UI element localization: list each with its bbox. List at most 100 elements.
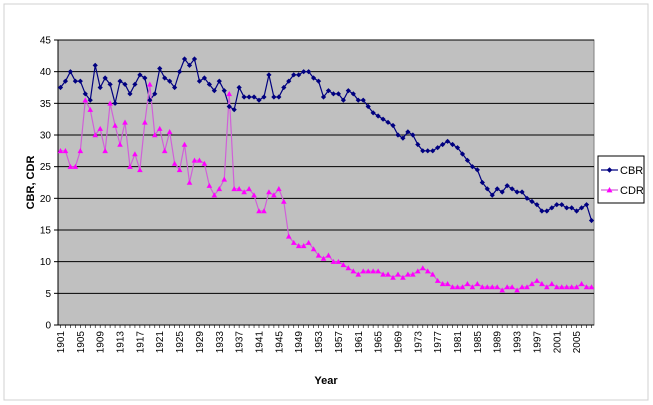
x-axis-tick-labels: 1901 1905 1909 1913 1917 1921 1925 1929 1933 1937…: [56, 331, 583, 354]
data-point-cbr: [415, 141, 421, 148]
data-point-cbr: [87, 97, 93, 103]
data-point-cbr: [499, 189, 505, 195]
data-point-cdr: [494, 284, 501, 290]
data-point-cbr: [186, 62, 193, 68]
data-point-cdr: [181, 141, 188, 147]
y-tick-label: 40: [40, 67, 52, 78]
data-point-cbr: [97, 84, 103, 91]
data-point-cbr: [410, 132, 416, 138]
y-tick-label: 20: [40, 194, 52, 205]
data-point-cdr: [112, 122, 118, 128]
y-tick-label: 35: [40, 99, 52, 110]
data-point-cbr: [157, 65, 163, 72]
data-point-cbr: [509, 186, 515, 192]
data-point-cbr: [286, 78, 292, 84]
data-point-cbr: [459, 151, 466, 157]
data-point-cbr: [454, 145, 461, 151]
data-point-cdr: [553, 284, 560, 290]
data-point-cbr: [479, 179, 485, 186]
data-point-cdr: [107, 100, 113, 106]
data-point-cbr: [167, 78, 173, 84]
x-tick-label: 1961: [354, 331, 365, 354]
data-point-cbr: [152, 91, 158, 97]
data-point-cdr: [360, 268, 367, 274]
data-point-cbr: [107, 81, 113, 87]
data-point-cdr: [211, 192, 218, 198]
data-point-cdr: [142, 119, 148, 125]
data-point-cdr: [385, 271, 391, 277]
data-point-cbr: [519, 189, 525, 195]
data-point-cdr: [449, 284, 456, 290]
data-point-cdr: [469, 284, 476, 290]
data-point-cdr: [300, 243, 307, 249]
x-tick-label: 1941: [255, 331, 266, 354]
data-point-cbr: [315, 78, 322, 84]
data-point-cbr: [340, 97, 346, 103]
data-point-cdr: [216, 186, 223, 192]
data-point-cbr: [301, 69, 307, 75]
data-point-cbr: [296, 72, 302, 78]
data-point-cdr: [72, 163, 79, 169]
data-point-cbr: [578, 205, 585, 211]
data-point-cbr: [574, 208, 580, 214]
y-tick-label: 25: [40, 162, 52, 173]
x-tick-label: 2001: [552, 331, 563, 354]
data-point-cdr: [519, 284, 525, 290]
data-point-cdr: [256, 208, 262, 214]
data-point-cbr: [142, 75, 148, 81]
data-point-cdr: [563, 284, 570, 290]
y-axis-title: CBR, CDR: [25, 156, 37, 210]
legend: CBR CDR: [597, 155, 645, 204]
data-point-cbr: [504, 183, 510, 189]
data-point-cdr: [544, 284, 550, 290]
data-point-cbr: [112, 100, 118, 106]
data-point-cbr: [449, 141, 456, 148]
data-point-cbr: [127, 91, 133, 97]
data-point-cbr: [489, 192, 495, 198]
data-point-cbr: [206, 81, 212, 87]
legend-marker-cbr: [606, 167, 613, 173]
data-point-cbr: [464, 157, 471, 163]
data-point-cdr: [241, 189, 247, 195]
data-point-cdr: [380, 271, 386, 277]
x-tick-label: 1913: [116, 331, 127, 354]
data-point-cdr: [345, 265, 352, 271]
data-point-cbr: [350, 91, 356, 97]
data-point-cdr: [583, 284, 590, 290]
data-point-cdr: [459, 284, 466, 290]
data-point-cbr: [529, 198, 535, 205]
data-point-cdr: [295, 243, 302, 249]
legend-label-cbr: CBR: [620, 165, 643, 177]
data-point-cbr: [469, 164, 476, 170]
data-point-cbr: [554, 202, 560, 208]
data-point-cdr: [335, 258, 342, 264]
data-point-cdr: [285, 233, 292, 239]
data-point-cbr: [444, 138, 451, 144]
data-point-cdr: [474, 281, 481, 287]
data-point-cbr: [435, 145, 441, 151]
data-point-cdr: [201, 160, 208, 166]
x-tick-label: 1933: [215, 331, 226, 354]
data-point-cdr: [424, 268, 431, 274]
data-point-cbr: [320, 94, 327, 100]
data-point-cdr: [444, 281, 451, 287]
data-point-cbr: [335, 91, 342, 97]
data-point-cbr: [246, 94, 252, 100]
data-point-cbr: [474, 167, 480, 173]
data-point-cdr: [434, 277, 441, 283]
x-tick-label: 1909: [96, 331, 107, 354]
data-point-cdr: [340, 262, 347, 268]
y-axis-tick-labels: 0 5 10 15 20 25 30 35 40 45: [40, 36, 52, 332]
data-point-cbr: [77, 78, 83, 84]
data-point-cbr: [162, 75, 168, 81]
data-point-cdr: [578, 281, 585, 287]
data-point-cdr: [370, 268, 376, 274]
data-point-cbr: [514, 189, 520, 195]
data-point-cbr: [583, 202, 590, 208]
y-tick-label: 45: [40, 36, 52, 47]
x-tick-label: 1917: [135, 331, 146, 354]
data-point-cbr: [405, 129, 411, 135]
data-point-cbr: [201, 75, 208, 81]
data-point-cdr: [439, 281, 446, 287]
data-point-cdr: [77, 148, 84, 154]
